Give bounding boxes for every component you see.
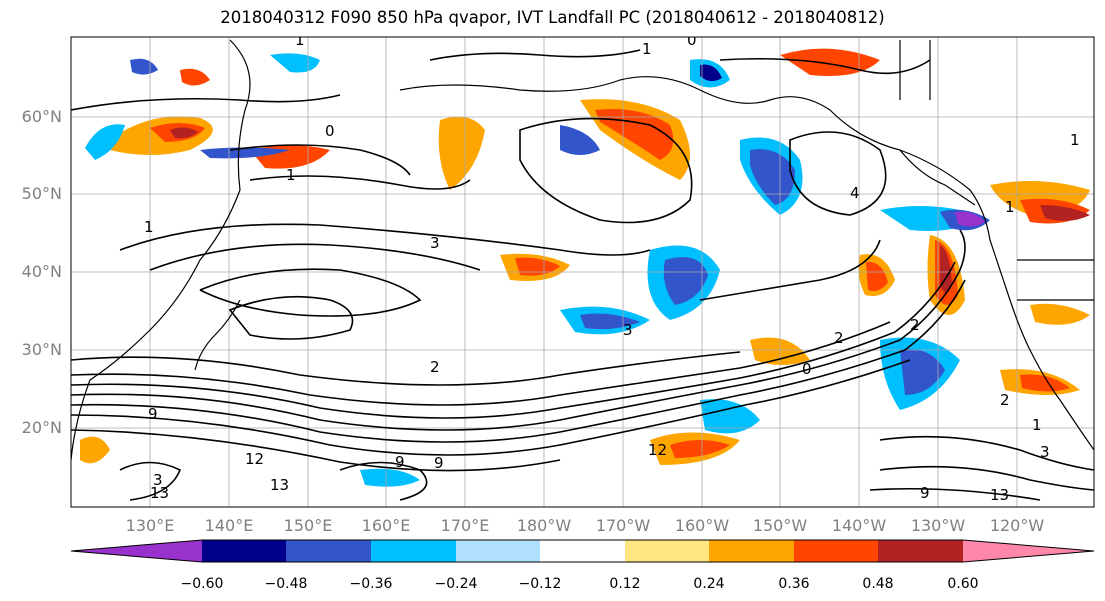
colorbar-bin: [878, 540, 963, 562]
contour-label: 12: [648, 441, 667, 459]
contour-label: 2: [834, 329, 844, 347]
colorbar-bin: [625, 540, 709, 562]
colorbar-tick: 0.48: [862, 576, 893, 592]
contour-label: 3: [153, 471, 163, 489]
contour-label: 4: [850, 184, 860, 202]
colorbar-tick: 0.24: [693, 576, 724, 592]
contour-label: 1: [642, 40, 652, 58]
contour-label: 9: [395, 453, 405, 471]
lon-label: 170°E: [441, 516, 490, 535]
colorbar-bin: [202, 540, 286, 562]
lon-label: 140°E: [205, 516, 254, 535]
colorbar-tick-labels: −0.60 −0.48 −0.36 −0.24 −0.12 0.12 0.24 …: [181, 576, 979, 592]
lon-label: 170°W: [596, 516, 651, 535]
contour-label: 1: [295, 31, 305, 49]
contour-label: 2: [430, 358, 440, 376]
lat-label: 40°N: [22, 262, 62, 281]
map-panel: 1 0 1 0 1 1 1 2 3 3 4 2 2 1 0 9 12 9 13 …: [71, 31, 1094, 507]
colorbar-tick: −0.24: [435, 576, 478, 592]
colorbar-outline: [70, 539, 1095, 563]
coastlines: [71, 39, 1094, 461]
lon-label: 120°W: [990, 516, 1045, 535]
latitude-labels: 60°N 50°N 40°N 30°N 20°N: [22, 107, 62, 437]
contour-labels: 1 0 1 0 1 1 1 2 3 3 4 2 2 1 0 9 12 9 13 …: [144, 31, 1080, 504]
colorbar-tick: −0.60: [181, 576, 224, 592]
ivt-contours: [71, 49, 1094, 501]
contour-label: 13: [990, 486, 1009, 504]
lon-label: 150°E: [284, 516, 333, 535]
colorbar: [70, 539, 1095, 563]
contour-label: 0: [325, 122, 335, 140]
contour-label: 9: [148, 405, 158, 423]
lon-label: 140°W: [832, 516, 887, 535]
colorbar-tick: −0.48: [265, 576, 308, 592]
colorbar-bin: [456, 540, 540, 562]
contour-label: 3: [1040, 443, 1050, 461]
colorbar-tick: 0.36: [778, 576, 809, 592]
colorbar-tick: 0.60: [947, 576, 978, 592]
colorbar-bin: [794, 540, 878, 562]
longitude-labels: 130°E 140°E 150°E 160°E 170°E 180°W 170°…: [126, 516, 1045, 535]
lat-label: 30°N: [22, 340, 62, 359]
contour-label: 1: [286, 166, 296, 184]
colorbar-tick: −0.36: [350, 576, 393, 592]
lon-label: 160°W: [675, 516, 730, 535]
contour-label: 13: [270, 476, 289, 494]
lon-label: 130°E: [126, 516, 175, 535]
colorbar-tick: 0.12: [609, 576, 640, 592]
contour-label: 9: [434, 454, 444, 472]
colorbar-bin: [371, 540, 456, 562]
contour-label: 13: [150, 484, 169, 502]
contour-label: 0: [802, 360, 812, 378]
contour-label: 9: [920, 484, 930, 502]
lat-label: 20°N: [22, 418, 62, 437]
lat-label: 60°N: [22, 107, 62, 126]
colorbar-extend-max: [963, 540, 1094, 562]
contour-label: 0: [687, 31, 697, 49]
plot-title: 2018040312 F090 850 hPa qvapor, IVT Land…: [220, 8, 885, 27]
contour-label: 1: [1070, 131, 1080, 149]
contour-label: 2: [1000, 391, 1010, 409]
colorbar-extend-min: [71, 540, 202, 562]
colorbar-bin: [709, 540, 794, 562]
map-frame: [70, 36, 1095, 508]
contour-label: 3: [430, 234, 440, 252]
colorbar-tick: −0.12: [519, 576, 562, 592]
contour-label: 12: [245, 450, 264, 468]
lon-label: 150°W: [753, 516, 808, 535]
lon-label: 130°W: [911, 516, 966, 535]
contour-label: 1: [1032, 416, 1042, 434]
contour-label: 1: [144, 218, 154, 236]
colorbar-bin: [540, 540, 625, 562]
qvapor-anomaly-shading: [80, 48, 1090, 487]
contour-label: 3: [623, 321, 633, 339]
colorbar-bin: [286, 540, 371, 562]
lon-label: 180°W: [517, 516, 572, 535]
lat-label: 50°N: [22, 184, 62, 203]
contour-label: 1: [1005, 198, 1015, 216]
contour-label: 2: [910, 316, 920, 334]
lon-label: 160°E: [362, 516, 411, 535]
